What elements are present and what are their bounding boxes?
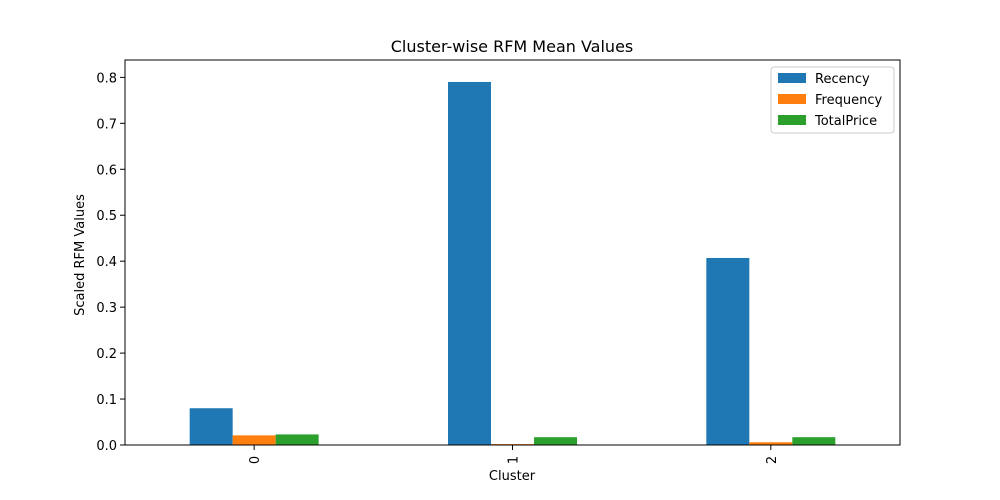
bar-recency-cluster-2: [706, 257, 750, 445]
x-axis-label: Cluster: [489, 469, 536, 484]
x-axis: 0 1 2: [248, 445, 780, 464]
y-tick-label: 0.2: [96, 347, 117, 362]
legend-swatch-totalprice: [778, 115, 806, 125]
y-tick-label: 0.6: [96, 163, 117, 178]
legend-label-recency: Recency: [815, 72, 870, 87]
bar-recency-cluster-1: [448, 81, 491, 445]
bar-totalprice-cluster-1: [534, 437, 577, 445]
bar-totalprice-cluster-2: [792, 437, 836, 445]
y-axis: 0.0 0.1 0.2 0.3 0.4 0.5 0.6 0.7 0.8: [96, 71, 125, 454]
x-tick-label: 0: [248, 456, 263, 464]
legend: Recency Frequency TotalPrice: [770, 66, 895, 134]
y-tick-label: 0.7: [96, 117, 117, 132]
y-tick-label: 0.3: [96, 301, 117, 316]
legend-label-frequency: Frequency: [815, 93, 882, 108]
bar-totalprice-cluster-0: [275, 434, 319, 445]
y-tick-label: 0.5: [96, 209, 117, 224]
x-tick-label: 2: [765, 456, 780, 464]
x-tick-label: 1: [507, 456, 522, 464]
bar-recency-cluster-0: [189, 408, 233, 445]
legend-swatch-recency: [778, 73, 806, 83]
y-axis-label: Scaled RFM Values: [73, 194, 88, 316]
bars-group: [189, 81, 836, 445]
legend-label-totalprice: TotalPrice: [814, 114, 877, 129]
chart-title: Cluster-wise RFM Mean Values: [391, 37, 634, 56]
y-tick-label: 0.0: [96, 439, 117, 454]
bar-frequency-cluster-2: [749, 442, 793, 445]
y-tick-label: 0.4: [96, 255, 117, 270]
legend-swatch-frequency: [778, 94, 806, 104]
bar-frequency-cluster-0: [232, 435, 276, 445]
y-tick-label: 0.8: [96, 71, 117, 86]
y-tick-label: 0.1: [96, 393, 117, 408]
